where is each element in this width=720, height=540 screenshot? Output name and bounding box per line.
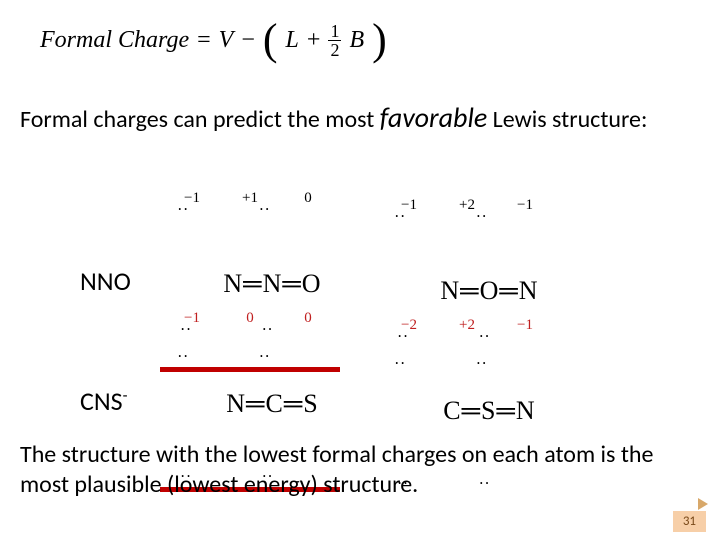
nno-label: NNO (20, 265, 160, 297)
rparen-icon: ) (372, 18, 387, 62)
page-number: 31 (673, 511, 706, 532)
formula-B: B (349, 27, 364, 54)
formula-plus: + (307, 27, 321, 54)
lone-pair-dots-icon: •• •• (178, 205, 321, 214)
formula-V: V (219, 27, 234, 54)
lewis-text: N═O═N (440, 276, 538, 305)
frac-den: 2 (328, 41, 341, 59)
lewis-text: N═N═O (223, 269, 321, 298)
lparen-icon: ( (263, 18, 278, 62)
intro-post: Lewis structure: (487, 105, 647, 134)
intro-favorable: favorable (380, 100, 488, 135)
intro-pre: Formal charges can predict the most (20, 105, 380, 134)
lone-pair-dots-icon: •• •• (395, 212, 538, 221)
cns-label-sup: - (123, 386, 128, 405)
lone-pair-dots-icon: •• •• (398, 332, 535, 341)
lewis-text: C═S═N (443, 396, 535, 425)
formula-minus: − (241, 27, 255, 54)
formal-charge-formula: Formal Charge = V − ( L + 1 2 B ) (40, 18, 387, 62)
conclusion-text: The structure with the lowest formal cha… (20, 440, 700, 500)
formula-lhs: Formal Charge (40, 27, 189, 54)
formula-L: L (286, 27, 299, 54)
cns-label: CNS- (20, 385, 160, 417)
next-arrow-icon (698, 498, 708, 510)
intro-text: Formal charges can predict the most favo… (20, 100, 700, 135)
frac-num: 1 (328, 22, 341, 41)
formula-fraction: 1 2 (328, 22, 341, 59)
cns-label-base: CNS (80, 385, 123, 417)
formula-eq: = (197, 27, 211, 54)
lewis-text: N═C═S (226, 389, 318, 418)
lone-pair-dots-icon: •• •• (181, 325, 318, 334)
